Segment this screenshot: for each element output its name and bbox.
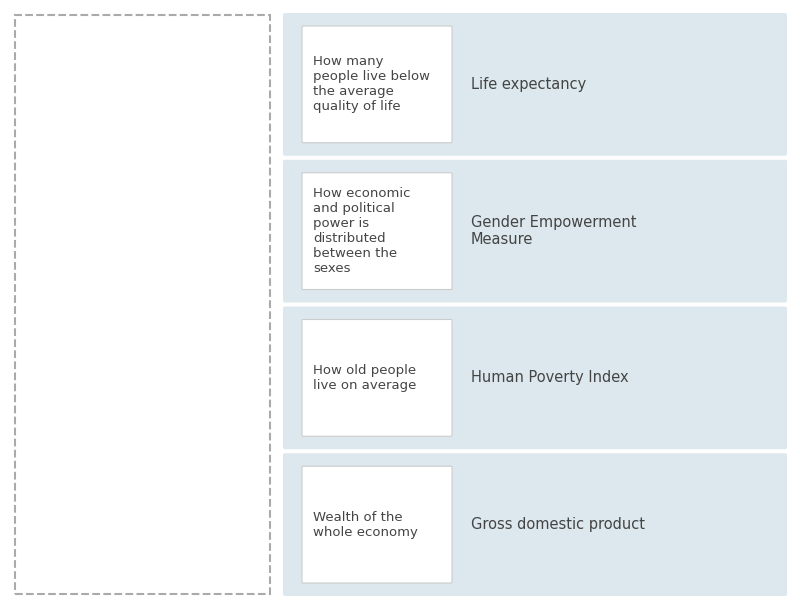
FancyBboxPatch shape	[283, 13, 787, 156]
Bar	[15, 15, 270, 594]
Text: Gender Empowerment
Measure: Gender Empowerment Measure	[471, 215, 637, 247]
FancyBboxPatch shape	[283, 453, 787, 596]
Text: Wealth of the
whole economy: Wealth of the whole economy	[313, 510, 418, 538]
Text: How many
people live below
the average
quality of life: How many people live below the average q…	[313, 55, 430, 113]
Text: How economic
and political
power is
distributed
between the
sexes: How economic and political power is dist…	[313, 187, 410, 275]
FancyBboxPatch shape	[283, 160, 787, 303]
FancyBboxPatch shape	[302, 320, 452, 436]
FancyBboxPatch shape	[302, 173, 452, 289]
FancyBboxPatch shape	[302, 466, 452, 583]
FancyBboxPatch shape	[302, 26, 452, 143]
Text: Gross domestic product: Gross domestic product	[471, 517, 645, 532]
FancyBboxPatch shape	[283, 306, 787, 449]
Text: How old people
live on average: How old people live on average	[313, 364, 416, 392]
Text: Human Poverty Index: Human Poverty Index	[471, 370, 629, 385]
Text: Life expectancy: Life expectancy	[471, 77, 586, 92]
